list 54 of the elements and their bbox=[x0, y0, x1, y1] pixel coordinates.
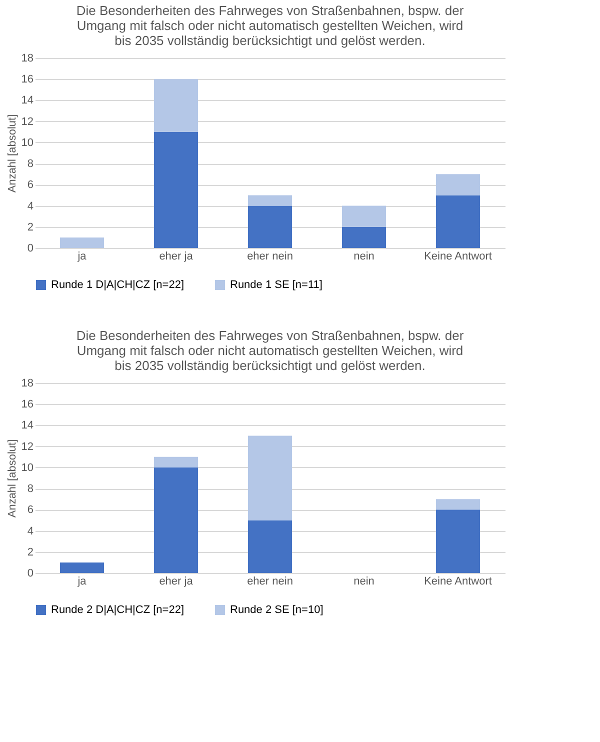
y-tick-label: 8 bbox=[27, 158, 34, 170]
bar bbox=[60, 562, 104, 573]
chart-title: Die Besonderheiten des Fahrweges von Straßenbahnen, bspw. der Umgang mit falsch oder nicht automatisch gestellten Weichen, wird bis 2035 vollständig berücksichtigt und gelöst werden. bbox=[76, 3, 464, 48]
bar bbox=[154, 79, 198, 132]
y-tick-label: 14 bbox=[21, 420, 34, 432]
bar bbox=[154, 132, 198, 248]
x-tick-label: eher ja bbox=[159, 250, 194, 262]
x-tick-label: eher ja bbox=[159, 576, 194, 588]
legend-label: Runde 1 SE [n=11] bbox=[230, 279, 322, 291]
y-tick-label: 0 bbox=[27, 568, 34, 580]
x-tick-label: eher nein bbox=[247, 250, 293, 262]
bar bbox=[342, 206, 386, 227]
y-tick-label: 2 bbox=[27, 221, 34, 234]
y-axis-title: Anzahl [absolut] bbox=[6, 114, 18, 193]
y-axis-title: Anzahl [absolut] bbox=[6, 439, 18, 518]
y-tick-label: 0 bbox=[27, 242, 34, 254]
legend-label: Runde 2 D|A|CH|CZ [n=22] bbox=[51, 604, 184, 616]
x-tick-label: nein bbox=[354, 250, 374, 262]
bar bbox=[248, 206, 292, 248]
x-tick-label: Keine Antwort bbox=[424, 576, 492, 588]
y-tick-label: 2 bbox=[27, 546, 34, 558]
legend-label: Runde 1 D|A|CH|CZ [n=22] bbox=[51, 279, 184, 291]
y-tick-label: 18 bbox=[21, 378, 34, 390]
y-tick-label: 4 bbox=[27, 200, 34, 212]
bar bbox=[342, 226, 386, 248]
y-tick-label: 10 bbox=[21, 462, 34, 474]
y-tick-label: 6 bbox=[27, 179, 34, 192]
bar bbox=[436, 174, 480, 196]
legend-label: Runde 2 SE [n=10] bbox=[230, 604, 324, 616]
x-tick-label: Keine Antwort bbox=[424, 250, 492, 262]
x-tick-label: eher nein bbox=[247, 576, 293, 588]
y-tick-label: 10 bbox=[21, 136, 34, 149]
bar bbox=[154, 467, 198, 573]
bar bbox=[436, 499, 480, 510]
bar bbox=[248, 195, 292, 206]
y-tick-label: 8 bbox=[27, 483, 34, 496]
y-tick-label: 16 bbox=[21, 74, 34, 86]
y-tick-label: 4 bbox=[27, 525, 34, 538]
bar bbox=[248, 520, 292, 573]
x-tick-label: ja bbox=[76, 250, 88, 262]
y-tick-label: 12 bbox=[21, 116, 34, 128]
y-tick-label: 12 bbox=[21, 440, 34, 453]
y-tick-label: 18 bbox=[21, 52, 34, 64]
y-tick-label: 6 bbox=[27, 504, 34, 516]
bar bbox=[436, 510, 480, 573]
x-tick-label: ja bbox=[76, 576, 88, 588]
bar bbox=[60, 237, 104, 248]
y-tick-label: 14 bbox=[21, 94, 34, 107]
x-tick-label: nein bbox=[354, 576, 374, 588]
bar bbox=[436, 195, 480, 248]
chart-title: Die Besonderheiten des Fahrweges von Straßenbahnen, bspw. der Umgang mit falsch oder nicht automatisch gestellten Weichen, wird bis 2035 vollständig berücksichtigt und gelöst werden. bbox=[76, 328, 464, 373]
bar bbox=[154, 456, 198, 468]
bar bbox=[248, 436, 292, 520]
y-tick-label: 16 bbox=[21, 398, 34, 411]
